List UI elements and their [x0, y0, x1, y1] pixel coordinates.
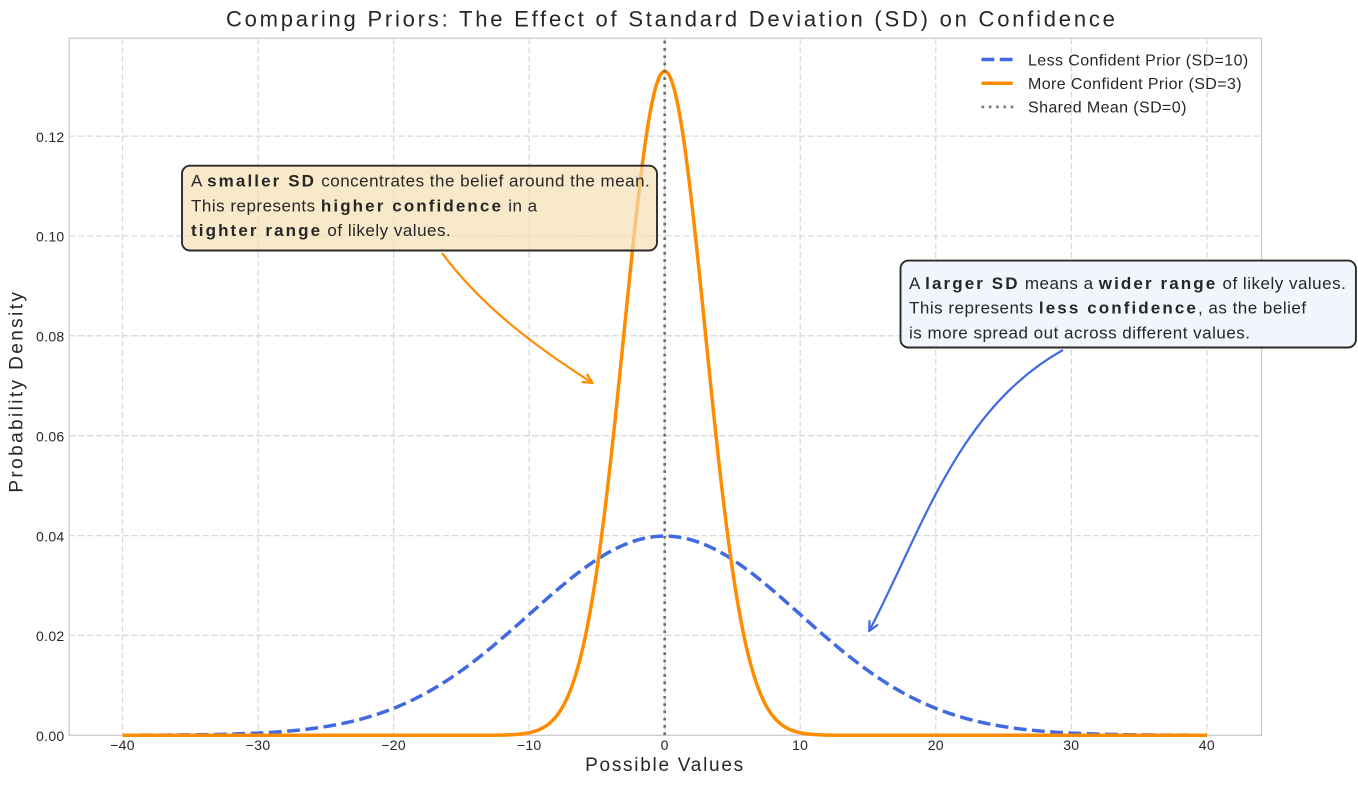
- svg-text:0.10: 0.10: [36, 229, 64, 245]
- svg-text:0: 0: [661, 737, 669, 753]
- svg-text:0.04: 0.04: [36, 528, 64, 544]
- svg-text:Less Confident Prior (SD=10): Less Confident Prior (SD=10): [1028, 52, 1249, 69]
- svg-text:0.12: 0.12: [36, 129, 64, 145]
- svg-text:40: 40: [1199, 737, 1215, 753]
- svg-text:A larger SD means a wider rang: A larger SD means a wider range of likel…: [909, 274, 1346, 293]
- svg-text:Possible Values: Possible Values: [585, 755, 745, 776]
- svg-text:Shared Mean (SD=0): Shared Mean (SD=0): [1028, 100, 1187, 117]
- svg-text:More Confident Prior (SD=3): More Confident Prior (SD=3): [1028, 76, 1242, 93]
- svg-text:Probability Density: Probability Density: [6, 290, 27, 493]
- svg-text:0.06: 0.06: [36, 429, 64, 445]
- svg-text:−10: −10: [517, 737, 542, 753]
- svg-text:Comparing Priors: The Effect o: Comparing Priors: The Effect of Standard…: [226, 6, 1118, 31]
- svg-text:0.08: 0.08: [36, 329, 64, 345]
- svg-text:0.00: 0.00: [36, 728, 64, 744]
- svg-text:20: 20: [928, 737, 944, 753]
- svg-text:0.02: 0.02: [36, 628, 64, 644]
- svg-text:−40: −40: [110, 737, 135, 753]
- svg-text:tighter range of likely values: tighter range of likely values.: [191, 221, 451, 240]
- svg-text:10: 10: [792, 737, 808, 753]
- svg-text:This represents higher confide: This represents higher confidence in a: [191, 196, 538, 215]
- svg-text:A smaller SD concentrates the: A smaller SD concentrates the belief aro…: [191, 172, 650, 191]
- svg-text:−30: −30: [246, 737, 271, 753]
- svg-text:30: 30: [1063, 737, 1079, 753]
- svg-text:This represents less confidenc: This represents less confidence, as the …: [909, 299, 1307, 318]
- svg-text:−20: −20: [381, 737, 406, 753]
- svg-text:is more spread out across diff: is more spread out across different valu…: [909, 323, 1251, 342]
